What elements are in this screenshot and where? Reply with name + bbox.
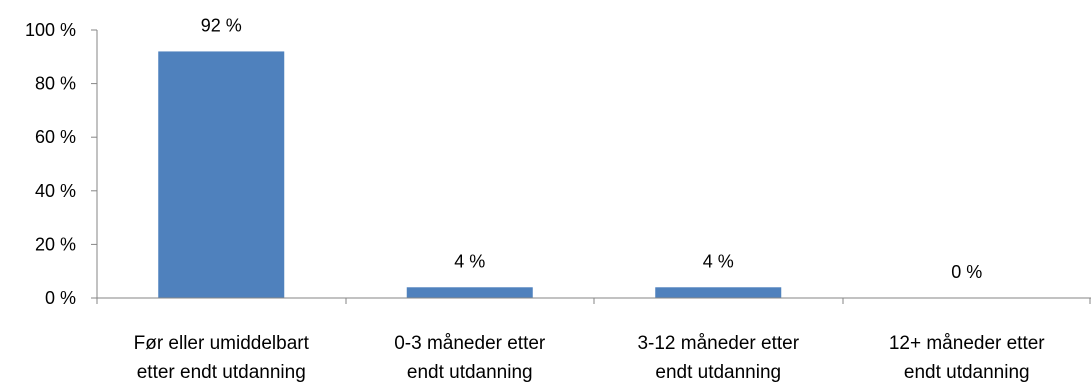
data-label: 4 % [454, 251, 485, 271]
category-label: 12+ måneder etter [889, 333, 1045, 354]
y-tick-label: 0 % [45, 288, 76, 308]
category-label: endt utdanning [407, 362, 533, 383]
data-label: 92 % [201, 15, 242, 35]
bar [655, 287, 782, 298]
y-axis-tick-labels: 0 % 20 % 40 % 60 % 80 % 100 % [25, 20, 76, 308]
data-label: 0 % [951, 262, 982, 282]
category-label: etter endt utdanning [137, 362, 306, 383]
data-labels: 92 % 4 % 4 % 0 % [201, 15, 983, 282]
bar [406, 287, 533, 298]
x-axis-ticks [96, 298, 1091, 304]
y-tick-label: 100 % [25, 20, 76, 40]
category-label: 0-3 måneder etter [394, 333, 546, 354]
category-labels: Før eller umiddelbart etter endt utdannin… [134, 333, 1046, 383]
category-label: endt utdanning [904, 362, 1030, 383]
y-tick-label: 80 % [35, 74, 76, 94]
y-tick-label: 60 % [35, 127, 76, 147]
category-label: 3-12 måneder etter [637, 333, 799, 354]
category-label: Før eller umiddelbart [134, 333, 310, 354]
data-label: 4 % [703, 251, 734, 271]
y-axis-ticks [91, 29, 97, 299]
bars [158, 51, 782, 298]
category-label: endt utdanning [655, 362, 781, 383]
y-tick-label: 20 % [35, 234, 76, 254]
y-tick-label: 40 % [35, 181, 76, 201]
bar [158, 51, 285, 298]
